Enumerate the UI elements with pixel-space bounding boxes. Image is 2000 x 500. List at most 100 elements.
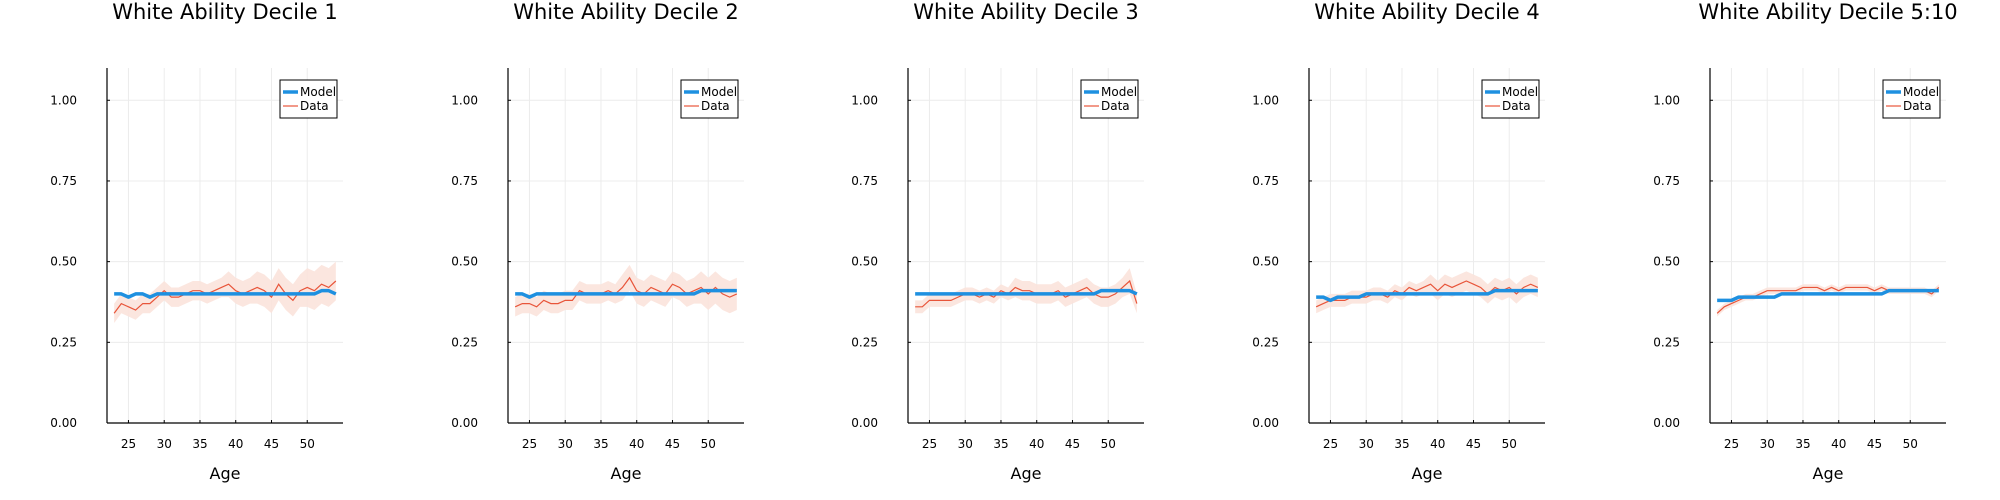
legend-data-label: Data <box>1101 99 1130 113</box>
y-tick-label: 0.25 <box>1653 335 1680 349</box>
panel-title: White Ability Decile 3 <box>913 0 1139 24</box>
x-tick-label: 25 <box>1724 437 1739 451</box>
legend-box <box>1481 79 1540 119</box>
x-tick-label: 40 <box>1831 437 1846 451</box>
y-tick-label: 0.00 <box>50 416 77 430</box>
x-tick-label: 25 <box>922 437 937 451</box>
data-series-line <box>514 276 738 308</box>
legend-data-label: Data <box>1903 99 1932 113</box>
y-tick-label: 0.50 <box>50 255 77 269</box>
y-tick-label: 1.00 <box>451 93 478 107</box>
panel-title: White Ability Decile 1 <box>112 0 338 24</box>
legend-box <box>279 79 338 119</box>
y-tick-label: 0.00 <box>1252 416 1279 430</box>
model-series-line <box>1316 288 1538 303</box>
legend-data-label: Data <box>1502 99 1531 113</box>
x-tick-label: 40 <box>629 437 644 451</box>
y-tick-label: 0.25 <box>50 335 77 349</box>
x-tick-label: 50 <box>1101 437 1116 451</box>
chart-panel-4: White Ability Decile 4 0.00 0.25 0.50 0.75 1.… <box>1252 0 1545 483</box>
x-tick-label: 30 <box>1760 437 1775 451</box>
y-tick-label: 0.25 <box>1252 335 1279 349</box>
x-tick-label: 30 <box>157 437 172 451</box>
legend-model-label: Model <box>1101 85 1137 99</box>
y-tick-label: 0.00 <box>1653 416 1680 430</box>
x-axis-label: Age <box>210 464 241 483</box>
y-tick-label: 0.75 <box>451 174 478 188</box>
x-axis-label: Age <box>1011 464 1042 483</box>
x-tick-label: 40 <box>228 437 243 451</box>
legend-box <box>1882 79 1941 119</box>
legend-model-label: Model <box>300 85 336 99</box>
x-tick-label: 50 <box>300 437 315 451</box>
y-tick-label: 0.50 <box>451 255 478 269</box>
x-tick-label: 45 <box>1466 437 1481 451</box>
x-tick-label: 35 <box>1795 437 1810 451</box>
y-tick-label: 1.00 <box>50 93 77 107</box>
data-series-line <box>915 279 1138 308</box>
chart-panel-3: White Ability Decile 3 0.00 0.25 0.50 0.75 1.… <box>851 0 1144 483</box>
x-tick-label: 30 <box>958 437 973 451</box>
y-tick-label: 0.00 <box>451 416 478 430</box>
model-series-line <box>515 288 737 299</box>
x-tick-label: 45 <box>665 437 680 451</box>
legend-data-label: Data <box>701 99 730 113</box>
model-series-line <box>1717 288 1939 303</box>
x-tick-label: 30 <box>1359 437 1374 451</box>
chart-panel-2: White Ability Decile 2 0.00 0.25 0.50 0.75 1.… <box>451 0 744 483</box>
x-tick-label: 50 <box>1903 437 1918 451</box>
y-tick-label: 0.25 <box>851 335 878 349</box>
legend-model-label: Model <box>1502 85 1538 99</box>
x-tick-label: 35 <box>1394 437 1409 451</box>
x-tick-label: 50 <box>701 437 716 451</box>
x-tick-label: 45 <box>1065 437 1080 451</box>
x-tick-label: 45 <box>1867 437 1882 451</box>
model-series-line <box>114 288 337 299</box>
y-tick-label: 1.00 <box>1252 93 1279 107</box>
y-tick-label: 0.75 <box>1653 174 1680 188</box>
chart-panel-1: White Ability Decile 1 0.00 0.25 0.50 0.75 1.… <box>50 0 343 483</box>
data-confidence-band <box>515 264 737 317</box>
model-series-line <box>915 288 1138 296</box>
y-tick-label: 0.75 <box>851 174 878 188</box>
data-confidence-band <box>1717 284 1939 317</box>
x-axis-label: Age <box>1813 464 1844 483</box>
y-tick-label: 0.50 <box>1653 255 1680 269</box>
legend-model-label: Model <box>1903 85 1939 99</box>
y-tick-label: 0.00 <box>851 416 878 430</box>
panel-title: White Ability Decile 4 <box>1314 0 1540 24</box>
y-tick-label: 0.50 <box>1252 255 1279 269</box>
y-tick-label: 0.75 <box>1252 174 1279 188</box>
x-tick-label: 25 <box>121 437 136 451</box>
x-tick-label: 30 <box>558 437 573 451</box>
legend-data-label: Data <box>300 99 329 113</box>
x-tick-label: 35 <box>192 437 207 451</box>
y-tick-label: 0.50 <box>851 255 878 269</box>
panel-title: White Ability Decile 5:10 <box>1698 0 1957 24</box>
x-axis-label: Age <box>611 464 642 483</box>
x-tick-label: 35 <box>993 437 1008 451</box>
x-tick-label: 45 <box>264 437 279 451</box>
x-tick-label: 40 <box>1029 437 1044 451</box>
chart-panel-5: White Ability Decile 5:10 0.00 0.25 0.50 0.7… <box>1653 0 1957 483</box>
x-axis-label: Age <box>1412 464 1443 483</box>
x-tick-label: 25 <box>1323 437 1338 451</box>
y-tick-label: 0.75 <box>50 174 77 188</box>
x-tick-label: 35 <box>593 437 608 451</box>
x-tick-label: 50 <box>1502 437 1517 451</box>
legend-box <box>680 79 739 119</box>
y-tick-label: 1.00 <box>851 93 878 107</box>
y-tick-label: 0.25 <box>451 335 478 349</box>
panel-title: White Ability Decile 2 <box>513 0 739 24</box>
x-tick-label: 40 <box>1430 437 1445 451</box>
y-tick-label: 1.00 <box>1653 93 1680 107</box>
legend-model-label: Model <box>701 85 737 99</box>
legend-box <box>1080 79 1139 119</box>
x-tick-label: 25 <box>522 437 537 451</box>
